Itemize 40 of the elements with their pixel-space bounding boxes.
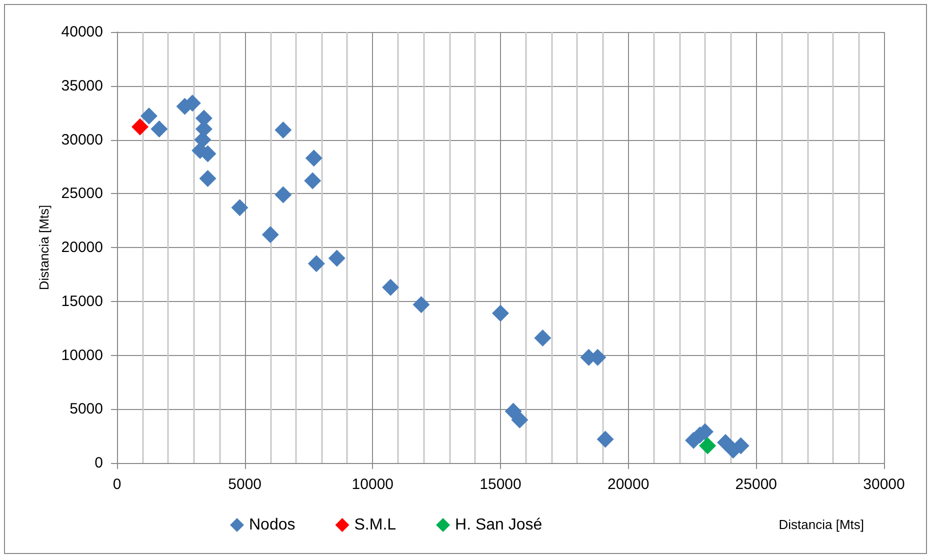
x-tick-label: 20000 bbox=[607, 476, 650, 493]
point bbox=[150, 120, 168, 138]
y-tick-label: 40000 bbox=[61, 24, 103, 40]
point bbox=[534, 330, 552, 347]
legend-label: S.M.L bbox=[354, 516, 396, 534]
y-tick-label: 20000 bbox=[61, 239, 103, 256]
point bbox=[511, 411, 528, 428]
point bbox=[699, 437, 716, 454]
y-tick-label: 30000 bbox=[61, 131, 103, 148]
point bbox=[328, 250, 346, 267]
point bbox=[199, 170, 216, 188]
point bbox=[412, 296, 430, 314]
point bbox=[305, 150, 322, 167]
x-tick-label: 0 bbox=[112, 476, 122, 493]
y-tick-label: 10000 bbox=[61, 346, 103, 364]
point bbox=[492, 304, 509, 322]
point bbox=[231, 199, 248, 216]
x-tick-label: 5000 bbox=[228, 476, 262, 493]
point bbox=[274, 186, 292, 204]
legend-label: Nodos bbox=[249, 516, 296, 534]
x-tick-label: 25000 bbox=[735, 476, 778, 493]
x-tick-label: 10000 bbox=[352, 476, 394, 493]
y-tick-label: 15000 bbox=[61, 292, 103, 310]
y-tick-label: 0 bbox=[94, 454, 103, 472]
point bbox=[262, 226, 279, 244]
point bbox=[596, 430, 614, 448]
point bbox=[132, 118, 149, 136]
y-axis-title: Distancia [Mts] bbox=[36, 204, 52, 290]
legend-label: H. San José bbox=[455, 516, 542, 534]
y-tick-label: 5000 bbox=[70, 400, 103, 418]
x-tick-label: 30000 bbox=[863, 476, 905, 493]
point bbox=[382, 278, 400, 296]
x-tick-label: 15000 bbox=[480, 476, 522, 493]
point bbox=[274, 122, 292, 139]
x-axis-title: Distancia [Mts] bbox=[778, 517, 864, 532]
point bbox=[304, 172, 322, 190]
point bbox=[140, 108, 158, 125]
y-tick-label: 35000 bbox=[61, 77, 103, 94]
point bbox=[308, 255, 325, 272]
y-tick-label: 25000 bbox=[61, 185, 103, 202]
